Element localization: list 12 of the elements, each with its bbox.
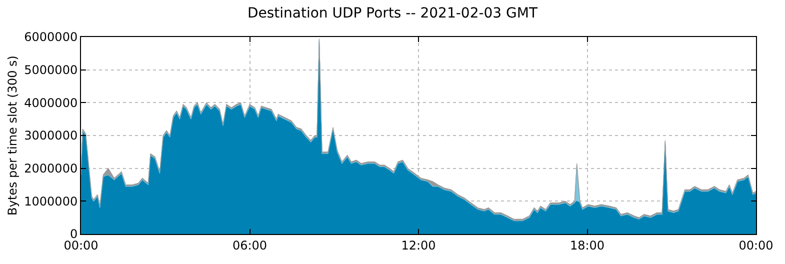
y-tick-label: 6000000 <box>24 30 78 44</box>
x-tick-label: 12:00 <box>401 238 436 252</box>
x-tick-label: 06:00 <box>232 238 268 252</box>
y-tick-label: 3000000 <box>24 128 78 143</box>
y-tick-label: 4000000 <box>24 96 78 110</box>
y-tick-label: 1000000 <box>24 194 78 208</box>
x-tick-label: 18:00 <box>570 238 605 252</box>
y-tick-label: 5000000 <box>24 63 78 78</box>
y-tick-label: 2000000 <box>24 162 78 176</box>
y-axis-title: Bytes per time slot (300 s) <box>5 56 20 216</box>
x-tick-label: 00:00 <box>738 238 774 252</box>
chart-title: Destination UDP Ports -- 2021-02-03 GMT <box>247 6 538 22</box>
